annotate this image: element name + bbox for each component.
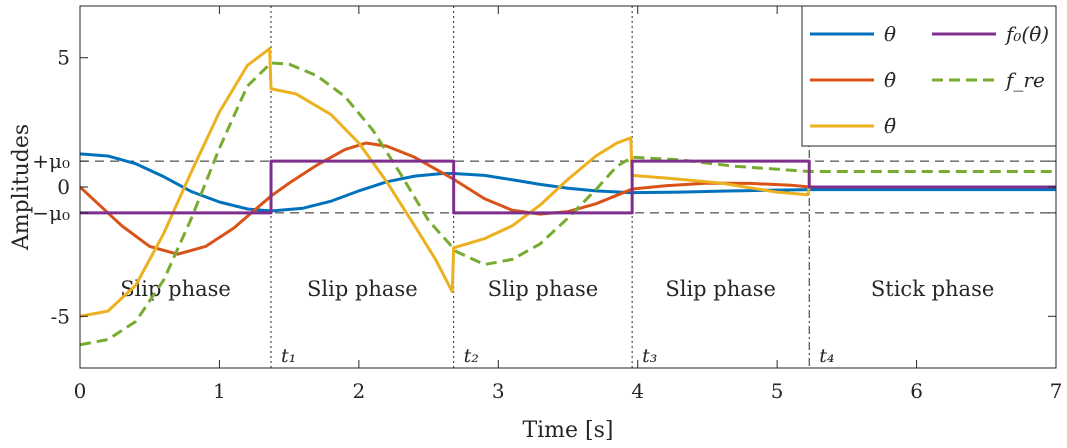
legend-box [801, 5, 1057, 147]
phase-layer: Slip phase Slip phase Slip phase Slip phase… [120, 277, 994, 301]
legend-label: θ̇ [884, 68, 896, 92]
y-tick-label: -5 [51, 304, 70, 328]
event-line-label: t₂ [464, 345, 479, 367]
series-line [80, 61, 1056, 347]
x-tick-label: 1 [213, 379, 226, 403]
x-tick-label: 3 [492, 379, 505, 403]
legend-label: θ [884, 22, 896, 46]
series-line [80, 141, 1056, 256]
y-tick-label: +μ₀ [32, 149, 70, 173]
event-line-label: t₄ [819, 345, 834, 367]
series-line [80, 47, 1056, 318]
y-tick-label: −μ₀ [32, 201, 70, 225]
x-axis-label: Time [s] [522, 418, 613, 443]
phase-label: Slip phase [488, 277, 599, 301]
y-tick-label: 5 [57, 46, 70, 70]
phase-label: Stick phase [871, 277, 994, 301]
y-tick-label: 0 [57, 175, 70, 199]
event-line-label: t₃ [642, 345, 657, 367]
event-line-label: t₁ [281, 345, 296, 367]
x-tick-label: 0 [74, 379, 87, 403]
x-tick-label: 2 [352, 379, 365, 403]
legend: θ f₀(θ̇) θ̇ f_re θ̈ [801, 5, 1057, 147]
x-tick-label: 6 [910, 379, 923, 403]
x-tick-label: 7 [1050, 379, 1063, 403]
legend-label: f₀(θ̇) [1004, 22, 1049, 46]
phase-label: Slip phase [665, 277, 776, 301]
series-layer [80, 47, 1056, 347]
x-tick-label: 4 [631, 379, 644, 403]
legend-label: f_re [1004, 68, 1045, 92]
legend-label: θ̈ [884, 114, 896, 138]
x-tick-label: 5 [771, 379, 784, 403]
series-line [80, 152, 1056, 213]
series-line [80, 159, 1056, 215]
phase-label: Slip phase [307, 277, 418, 301]
y-axis-label: Amplitudes [9, 124, 34, 251]
